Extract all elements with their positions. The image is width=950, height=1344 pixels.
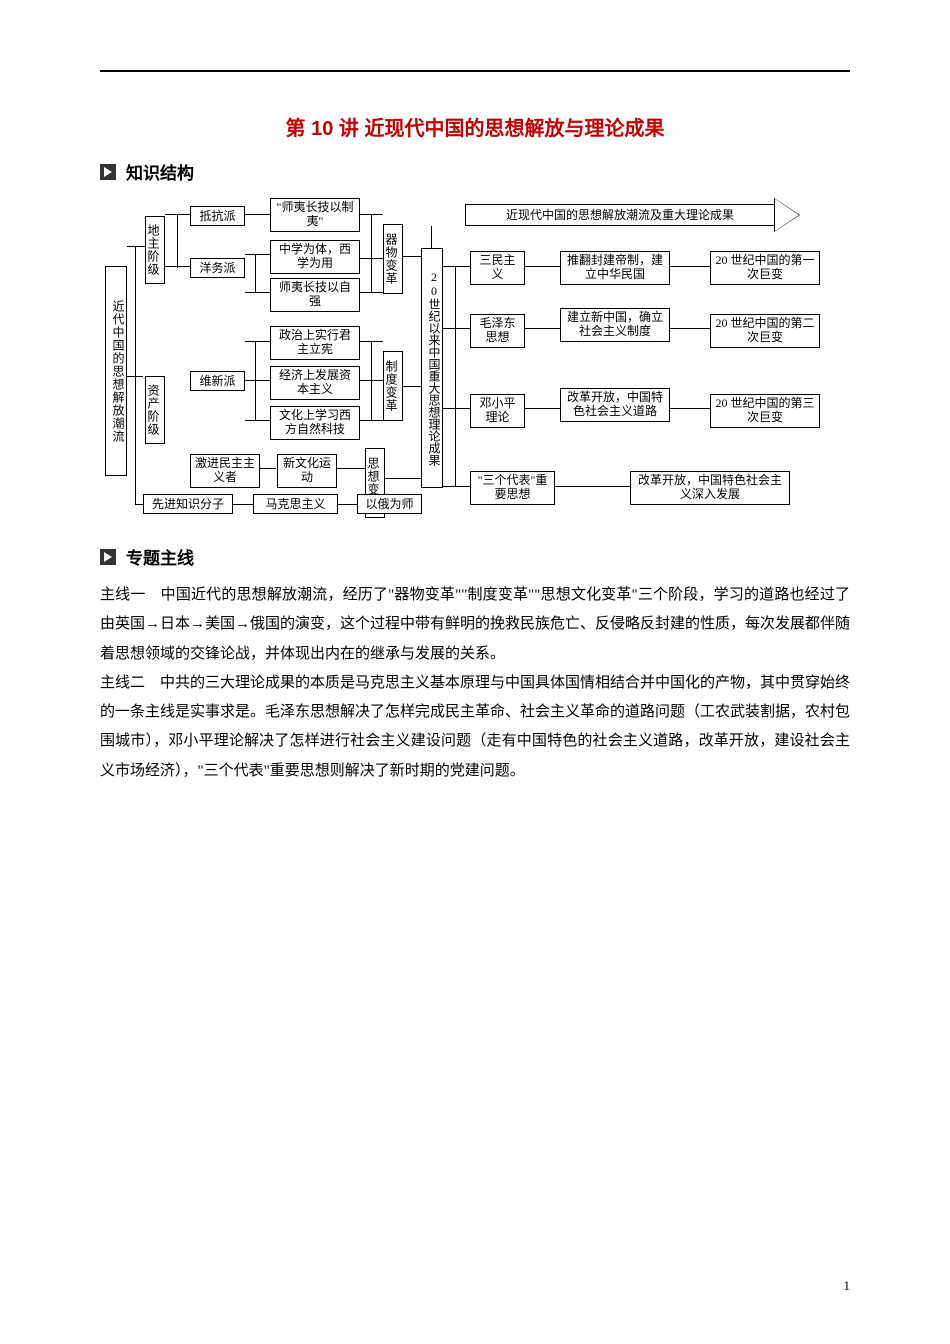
col3-e: 经济上发展资本主义 xyxy=(270,366,360,400)
r1-b: 推翻封建帝制，建立中华民国 xyxy=(560,251,670,285)
r2-a: 毛泽东思想 xyxy=(470,314,525,348)
col2-a: 抵抗派 xyxy=(190,206,245,226)
line xyxy=(525,328,560,329)
r3-a: 邓小平理论 xyxy=(470,394,525,428)
col4-b: 制度变革 xyxy=(383,351,403,421)
line xyxy=(255,341,256,421)
section-title-2: 专题主线 xyxy=(126,544,194,569)
line xyxy=(135,246,136,504)
page-title: 第 10 讲 近现代中国的思想解放与理论成果 xyxy=(100,112,850,141)
banner-arrowhead xyxy=(775,199,799,231)
line xyxy=(525,408,560,409)
line xyxy=(443,408,470,409)
line xyxy=(255,254,256,292)
left-spine: 近代中国的思想解放潮流 xyxy=(105,266,127,476)
col4-a: 器物变革 xyxy=(383,224,403,294)
col2-d: 激进民主主义者 xyxy=(190,454,260,488)
top-rule xyxy=(100,70,850,72)
r2-c: 20 世纪中国的第二次巨变 xyxy=(710,314,820,348)
line xyxy=(245,292,270,293)
line xyxy=(371,341,372,421)
body-text: 主线一 中国近代的思想解放潮流，经历了"器物变革""制度变革""思想文化变革"三… xyxy=(100,581,850,786)
line xyxy=(245,420,270,421)
section-header-1: 知识结构 xyxy=(100,159,850,184)
line xyxy=(245,214,270,215)
col3-h: 马克思主义 xyxy=(253,494,338,514)
line xyxy=(431,226,432,248)
line xyxy=(337,468,365,469)
line xyxy=(127,376,143,377)
line xyxy=(360,292,383,293)
line xyxy=(525,266,560,267)
col3-f: 文化上学习西方自然科技 xyxy=(270,406,360,440)
col1-b: 资产阶级 xyxy=(145,376,165,444)
r2-b: 建立新中国，确立社会主义制度 xyxy=(560,308,670,342)
line xyxy=(338,504,357,505)
line xyxy=(443,486,470,487)
line xyxy=(555,486,630,487)
col3-c: 师夷长技以自强 xyxy=(270,278,360,312)
line xyxy=(371,214,372,292)
r1-c: 20 世纪中国的第一次巨变 xyxy=(710,251,820,285)
col3-b: 中学为体，西学为用 xyxy=(270,240,360,274)
line xyxy=(245,380,270,381)
mid-spine: 20世纪以来中国重大思想理论成果 xyxy=(421,248,443,488)
line xyxy=(135,504,143,505)
line xyxy=(260,468,276,469)
line xyxy=(233,504,253,505)
col2-c: 维新派 xyxy=(190,371,245,391)
col3-g: 新文化运动 xyxy=(277,454,337,488)
col1-a: 地主阶级 xyxy=(145,216,165,284)
line xyxy=(245,254,270,255)
col3-a: "师夷长技以制夷" xyxy=(270,198,360,232)
col4-d: 以俄为师 xyxy=(357,494,422,514)
col2-b: 洋务派 xyxy=(190,258,245,278)
line xyxy=(443,328,470,329)
line xyxy=(403,386,421,387)
page-number: 1 xyxy=(844,1278,851,1294)
line xyxy=(443,266,470,267)
section-header-2: 专题主线 xyxy=(100,544,850,569)
line xyxy=(670,328,710,329)
section-title-1: 知识结构 xyxy=(126,159,194,184)
para-2: 主线二 中共的三大理论成果的本质是马克思主义基本原理与中国具体国情相结合并中国化… xyxy=(100,669,850,786)
r4-b: 改革开放，中国特色社会主义深入发展 xyxy=(630,471,790,505)
para-1: 主线一 中国近代的思想解放潮流，经历了"器物变革""制度变革""思想文化变革"三… xyxy=(100,581,850,669)
line xyxy=(385,478,421,479)
line xyxy=(177,214,178,268)
play-icon xyxy=(100,549,116,565)
banner-arrow: 近现代中国的思想解放潮流及重大理论成果 xyxy=(465,204,775,226)
line xyxy=(127,246,145,247)
line xyxy=(670,266,710,267)
knowledge-diagram: 近代中国的思想解放潮流 地主阶级 资产阶级 先进知识分子 抵抗派 洋务派 维新派… xyxy=(105,196,845,526)
line xyxy=(455,266,456,486)
col3-d: 政治上实行君主立宪 xyxy=(270,326,360,360)
line xyxy=(403,256,421,257)
r4-a: "三个代表"重要思想 xyxy=(470,471,555,505)
col1-c: 先进知识分子 xyxy=(143,494,233,514)
r1-a: 三民主义 xyxy=(470,251,525,285)
banner-text: 近现代中国的思想解放潮流及重大理论成果 xyxy=(506,208,734,222)
line xyxy=(245,341,270,342)
r3-b: 改革开放，中国特色社会主义道路 xyxy=(560,388,670,422)
r3-c: 20 世纪中国的第三次巨变 xyxy=(710,394,820,428)
line xyxy=(670,408,710,409)
play-icon xyxy=(100,164,116,180)
